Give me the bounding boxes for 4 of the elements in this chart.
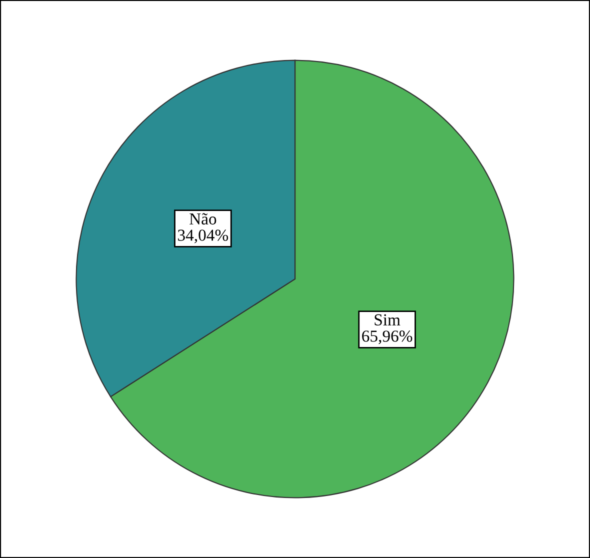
data-label: 34,04%	[178, 230, 228, 244]
data-label: 65,96%	[362, 330, 412, 344]
slice-label: Sim	[374, 314, 400, 326]
slice-label: Não	[190, 213, 216, 225]
